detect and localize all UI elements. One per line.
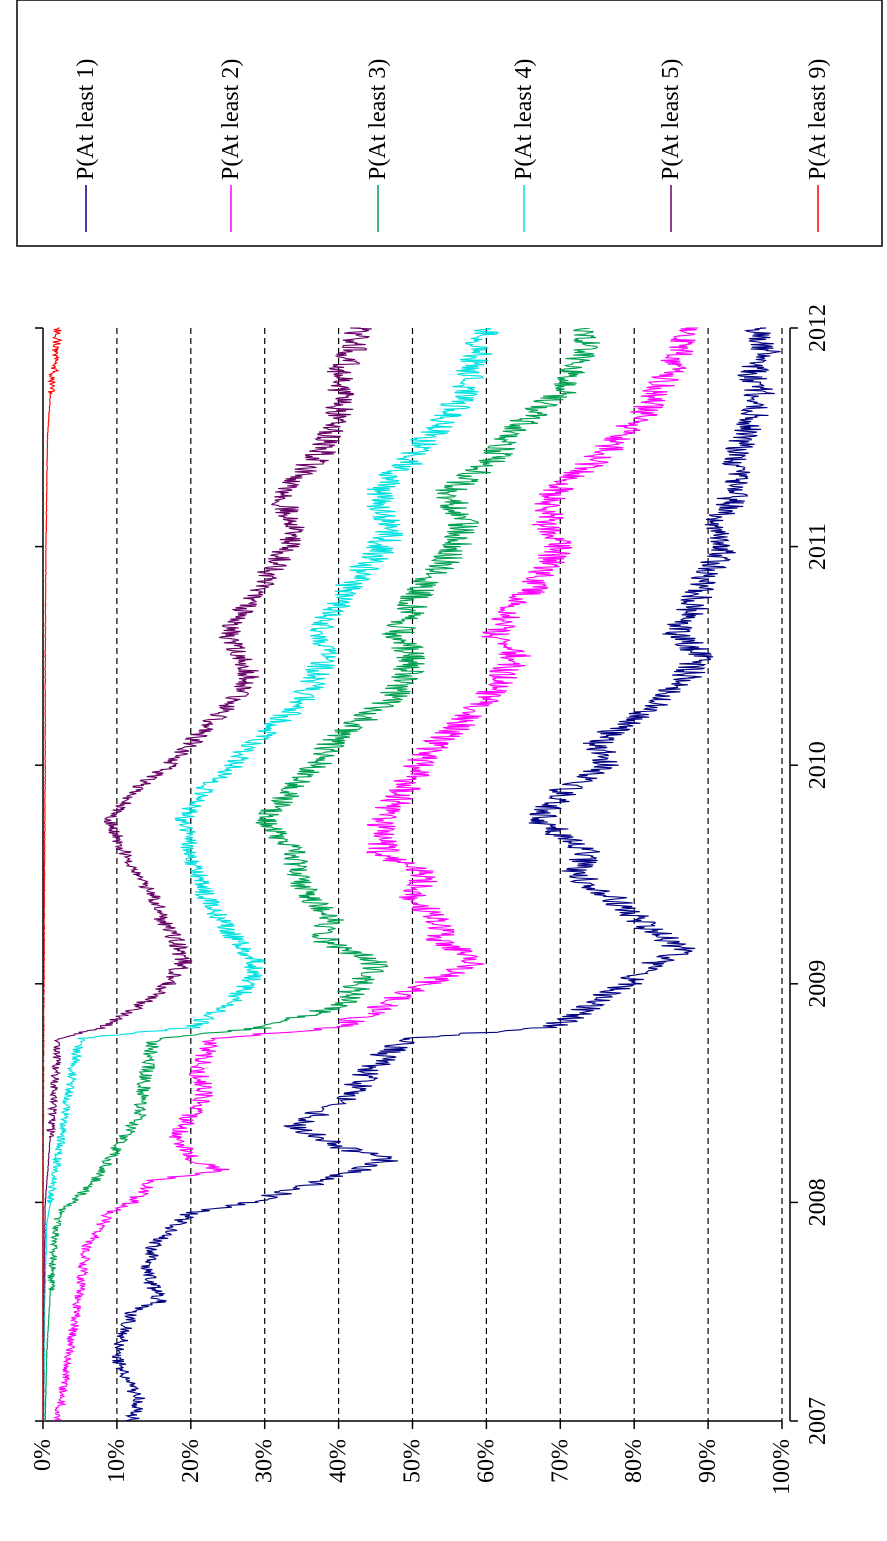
y-tick-label: 70% bbox=[547, 1439, 573, 1483]
legend: P(At least 1) P(At least 2) P(At least 3) P… bbox=[16, 0, 883, 247]
y-tick-label: 30% bbox=[252, 1439, 278, 1483]
x-tick-label: 2007 bbox=[805, 1397, 831, 1445]
legend-label: P(At least 9) bbox=[805, 59, 831, 180]
x-tick-label: 2010 bbox=[805, 741, 831, 789]
legend-label: P(At least 2) bbox=[218, 59, 244, 180]
y-tick-label: 10% bbox=[104, 1439, 130, 1483]
y-tick-label: 50% bbox=[400, 1439, 426, 1483]
y-tick-label: 40% bbox=[326, 1439, 352, 1483]
plot-area: 0% 10% 20% 30% 40% 50% 60% 70% 80% 90% 100% 2007 200… bbox=[30, 304, 831, 1495]
series-line bbox=[42, 327, 499, 1422]
y-tick-label: 80% bbox=[621, 1439, 647, 1483]
y-tick-label: 90% bbox=[695, 1439, 721, 1483]
legend-label: P(At least 4) bbox=[511, 59, 537, 180]
series-line bbox=[42, 327, 63, 1421]
legend-label: P(At least 5) bbox=[658, 59, 684, 180]
legend-label: P(At least 1) bbox=[73, 59, 99, 180]
x-tick-label: 2009 bbox=[805, 960, 831, 1008]
x-tick-label: 2012 bbox=[805, 304, 831, 352]
x-tick-label: 2011 bbox=[805, 523, 831, 570]
series-line bbox=[53, 327, 699, 1422]
legend-box bbox=[16, 0, 883, 247]
y-tick-label: 60% bbox=[473, 1439, 499, 1483]
legend-label: P(At least 3) bbox=[365, 59, 391, 180]
y-tick-label: 100% bbox=[769, 1439, 795, 1495]
series-line bbox=[42, 327, 372, 1422]
series-line bbox=[111, 327, 781, 1422]
series-line bbox=[44, 327, 601, 1422]
y-tick-label: 20% bbox=[178, 1439, 204, 1483]
x-tick-label: 2008 bbox=[805, 1178, 831, 1226]
y-tick-label: 0% bbox=[30, 1439, 56, 1471]
